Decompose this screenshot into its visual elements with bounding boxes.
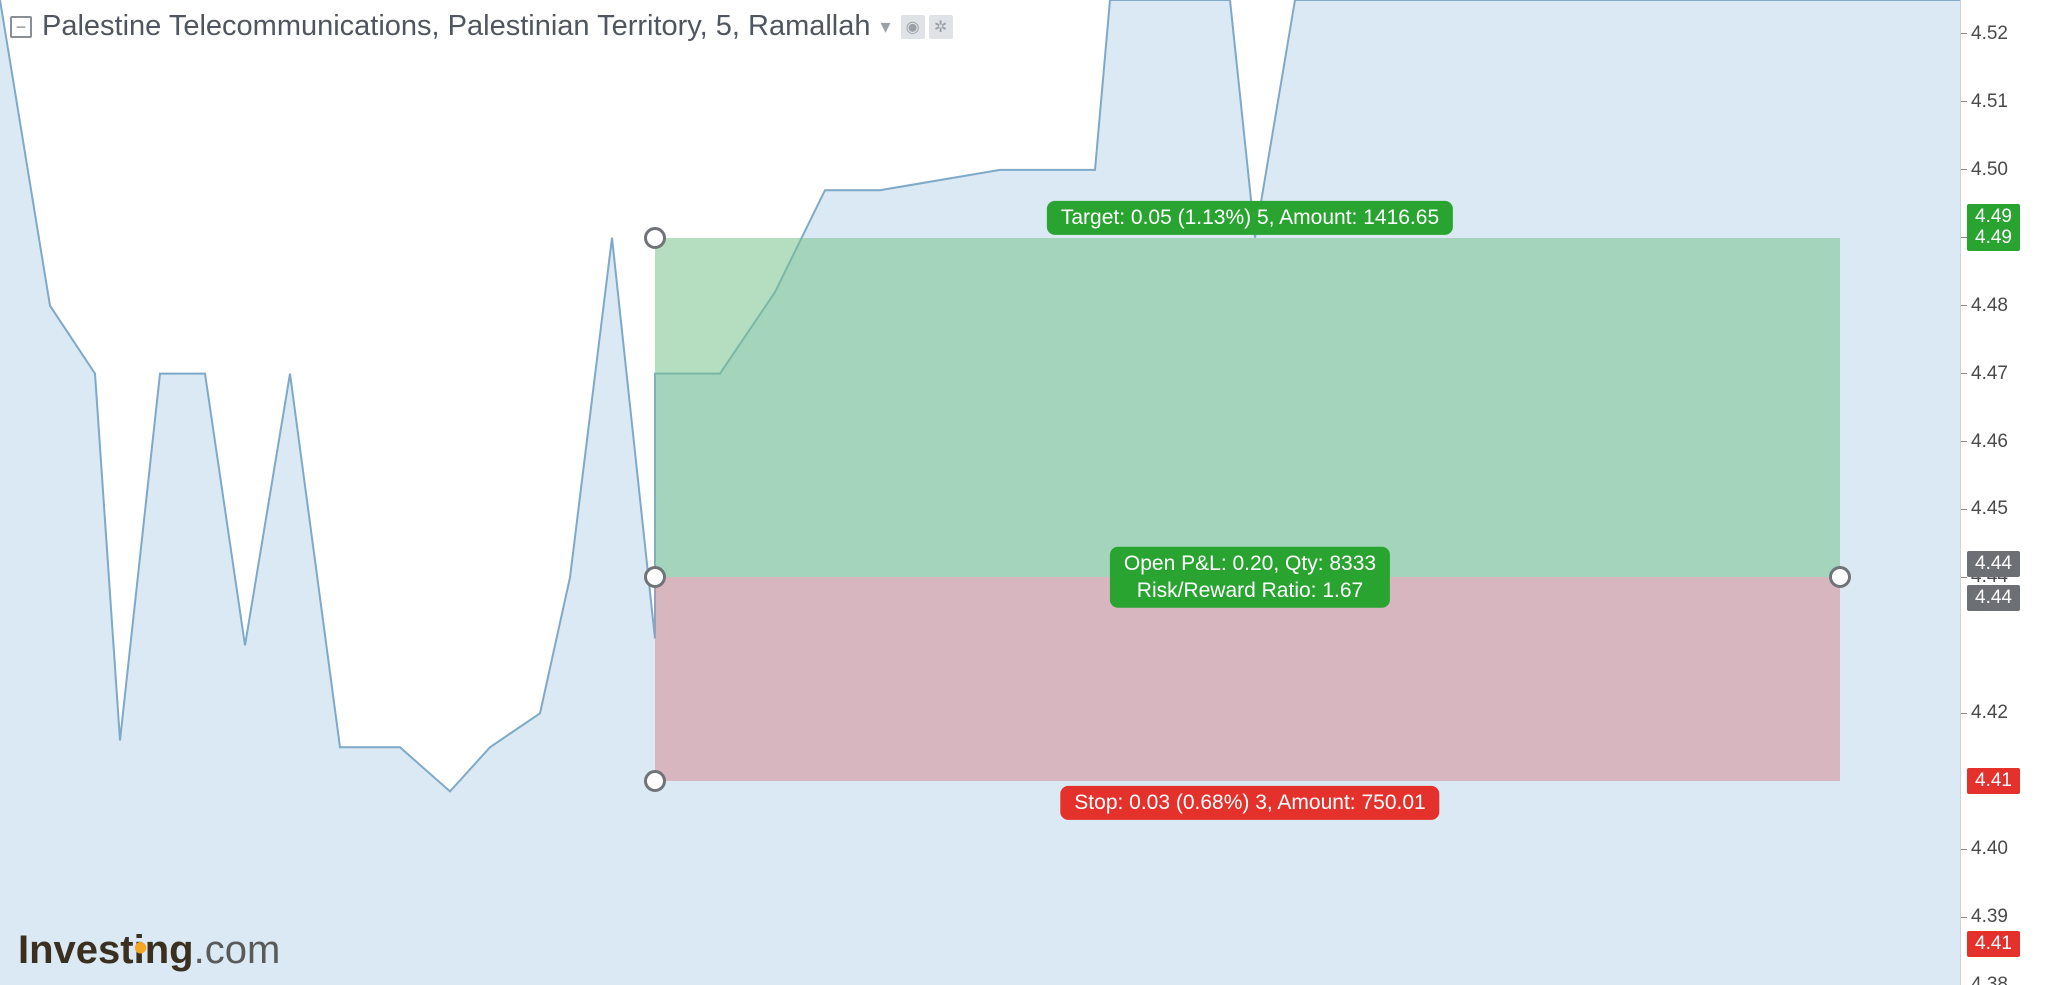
collapse-icon[interactable]: − — [10, 16, 32, 38]
y-tick: 4.45 — [1961, 498, 2008, 520]
chevron-down-icon[interactable]: ▾ — [881, 14, 891, 39]
investing-logo: Investi•ng .com — [18, 928, 280, 973]
y-tick: 4.38 — [1961, 974, 2008, 985]
gear-icon[interactable]: ✲ — [929, 15, 953, 39]
y-tick: 4.51 — [1961, 91, 2008, 113]
title-icon-group: ◉ ✲ — [901, 15, 953, 39]
logo-word1: Investi•ng — [18, 928, 194, 973]
y-tick: 4.52 — [1961, 23, 2008, 45]
y-tick: 4.50 — [1961, 159, 2008, 181]
stop-label-text: Stop: 0.03 (0.68%) 3, Amount: 750.01 — [1074, 791, 1425, 814]
stop-handle-left[interactable] — [644, 770, 666, 792]
entry-label-line1: Open P&L: 0.20, Qty: 8333 — [1124, 552, 1376, 575]
y-axis: 4.52 4.51 4.50 4.49 4.48 4.47 4.46 4.45 4.44 4.42… — [1960, 0, 2048, 985]
y-tick: 4.48 — [1961, 295, 2008, 317]
target-handle-left[interactable] — [644, 227, 666, 249]
target-label-text: Target: 0.05 (1.13%) 5, Amount: 1416.65 — [1061, 206, 1439, 229]
y-axis-price-badge: 4.41 — [1967, 931, 2020, 957]
chart-title-text: Palestine Telecommunications, Palestinia… — [42, 10, 871, 43]
y-axis-price-badge: 4.44 — [1967, 585, 2020, 611]
y-tick: 4.42 — [1961, 702, 2008, 724]
y-tick: 4.40 — [1961, 838, 2008, 860]
chart-title-bar: − Palestine Telecommunications, Palestin… — [10, 10, 953, 43]
entry-handle-left[interactable] — [644, 566, 666, 588]
y-tick: 4.47 — [1961, 363, 2008, 385]
entry-handle-right[interactable] — [1829, 566, 1851, 588]
y-axis-price-badge: 4.44 — [1967, 551, 2020, 577]
visibility-icon[interactable]: ◉ — [901, 15, 925, 39]
logo-word2: .com — [194, 928, 281, 973]
price-chart-area[interactable]: Target: 0.05 (1.13%) 5, Amount: 1416.65 … — [0, 0, 1960, 985]
entry-label: Open P&L: 0.20, Qty: 8333 Risk/Reward Ra… — [1110, 547, 1390, 608]
entry-label-line2: Risk/Reward Ratio: 1.67 — [1137, 578, 1363, 601]
chart-root: Target: 0.05 (1.13%) 5, Amount: 1416.65 … — [0, 0, 2048, 985]
y-tick: 4.39 — [1961, 906, 2008, 928]
y-axis-price-badge: 4.49 — [1967, 225, 2020, 251]
y-tick: 4.46 — [1961, 431, 2008, 453]
profit-zone[interactable] — [655, 238, 1840, 578]
target-label: Target: 0.05 (1.13%) 5, Amount: 1416.65 — [1047, 201, 1453, 235]
loss-zone[interactable] — [655, 577, 1840, 781]
stop-label: Stop: 0.03 (0.68%) 3, Amount: 750.01 — [1060, 786, 1439, 820]
y-axis-price-badge: 4.41 — [1967, 768, 2020, 794]
